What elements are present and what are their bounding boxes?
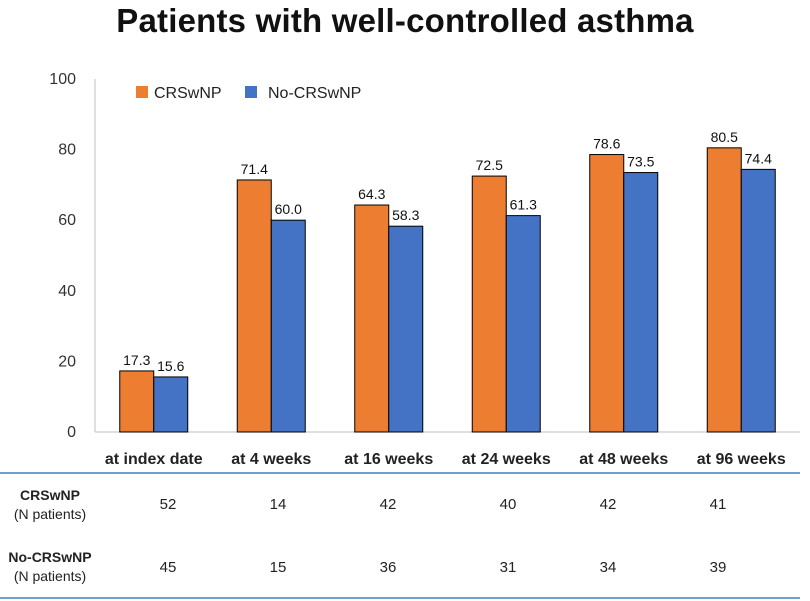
y-tick-label: 40 [58, 283, 76, 300]
y-tick-label: 20 [58, 353, 76, 370]
x-tick-label: at 96 weeks [697, 451, 786, 468]
x-axis-labels: at index date at 4 weeks at 16 weeks at 24 … [105, 451, 786, 468]
bar-no-crswnp [505, 215, 541, 433]
table-cell: 31 [499, 559, 517, 576]
y-tick-label: 100 [49, 71, 76, 88]
bar-no-crswnp [388, 225, 424, 433]
table-cell: 15 [269, 559, 287, 576]
y-tick-label: 0 [67, 424, 76, 441]
legend: CRSwNP No-CRSwNP [136, 85, 361, 102]
row-label-main: No-CRSwNP [8, 549, 92, 565]
bar-crswnp [119, 370, 155, 433]
x-tick-label: at 16 weeks [344, 451, 433, 468]
bar-no-crswnp [623, 172, 659, 433]
data-label: 74.4 [745, 150, 772, 166]
bar-crswnp [706, 147, 742, 433]
table-row-label-no-crswnp: No-CRSwNP (N patients) [0, 548, 100, 586]
legend-label-no-crswnp: No-CRSwNP [268, 85, 361, 102]
data-label: 15.6 [157, 358, 184, 374]
row-label-sub: (N patients) [13, 506, 87, 522]
table-top-rule [0, 472, 800, 474]
data-label: 72.5 [476, 157, 503, 173]
data-label: 73.5 [627, 154, 654, 170]
data-label: 60.0 [275, 201, 302, 217]
x-tick-label: at index date [105, 451, 203, 468]
legend-label-crswnp: CRSwNP [154, 85, 222, 102]
x-tick-label: at 48 weeks [579, 451, 668, 468]
bar-no-crswnp [740, 168, 776, 433]
table-cell: 39 [709, 559, 727, 576]
table-row-label-crswnp: CRSwNP (N patients) [0, 486, 100, 524]
legend-swatch-crswnp [136, 86, 148, 98]
data-label: 78.6 [593, 136, 620, 152]
bar-crswnp [236, 179, 272, 433]
bar-no-crswnp [270, 219, 306, 433]
data-labels: 17.3 15.6 71.4 60.0 64.3 58.3 72.5 61.3 78.6 73.5… [123, 129, 772, 374]
table-cell: 42 [379, 496, 397, 513]
row-label-main: CRSwNP [20, 487, 80, 503]
y-axis: 0 20 40 60 80 100 [49, 71, 800, 441]
data-label: 71.4 [241, 161, 268, 177]
x-tick-label: at 24 weeks [462, 451, 551, 468]
table-cell: 36 [379, 559, 397, 576]
table-cell: 42 [599, 496, 617, 513]
table-bottom-rule [0, 597, 800, 599]
bar-crswnp [354, 204, 390, 433]
data-label: 64.3 [358, 186, 385, 202]
table-cell: 14 [269, 496, 287, 513]
data-label: 61.3 [510, 197, 537, 213]
data-label: 17.3 [123, 352, 150, 368]
table-cell: 52 [159, 496, 177, 513]
x-tick-label: at 4 weeks [231, 451, 311, 468]
chart-title: Patients with well-controlled asthma [116, 2, 694, 39]
y-tick-label: 60 [58, 212, 76, 229]
legend-swatch-no-crswnp [245, 86, 257, 98]
table-cell: 40 [499, 496, 517, 513]
y-tick-label: 80 [58, 142, 76, 159]
data-label: 58.3 [392, 207, 419, 223]
table-cell: 45 [159, 559, 177, 576]
bar-no-crswnp [153, 376, 189, 433]
table-cell: 41 [709, 496, 727, 513]
data-label: 80.5 [711, 129, 738, 145]
bars [119, 147, 776, 433]
bar-crswnp [471, 175, 507, 433]
row-label-sub: (N patients) [13, 568, 87, 584]
bar-crswnp [589, 154, 625, 433]
table-cell: 34 [599, 559, 617, 576]
bar-chart: 0 20 40 60 80 100 17.3 15.6 71.4 60.0 64.3 58.3 72.… [49, 71, 800, 468]
